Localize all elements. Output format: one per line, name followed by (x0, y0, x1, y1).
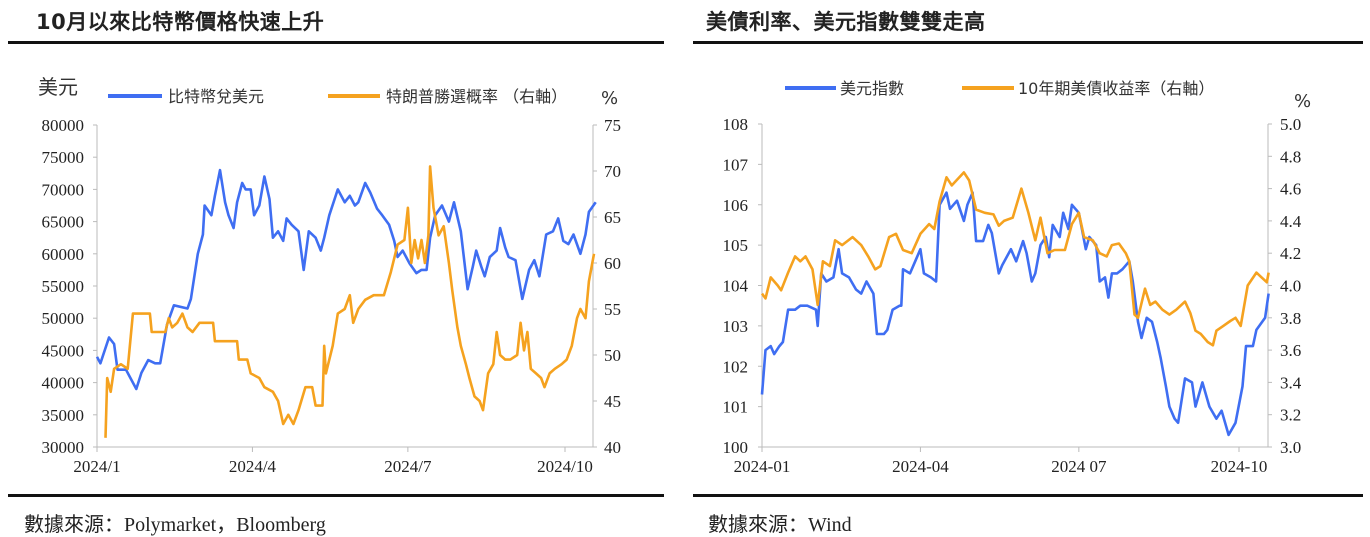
left-y2-tick-label: 60 (604, 254, 621, 273)
right-y-tick-label: 103 (723, 317, 749, 336)
left-y2-tick-label: 45 (604, 392, 621, 411)
left-series-line-1 (104, 165, 596, 438)
right-y-tick-label: 108 (723, 115, 749, 134)
right-y-tick-label: 101 (723, 398, 749, 417)
legend-label-dollar-index: 美元指數 (840, 79, 904, 98)
right-source-note: 數據來源：Wind (708, 514, 852, 536)
right-y-tick-label: 106 (723, 196, 749, 215)
legend-label-trump-probability: 特朗普勝選概率 （右軸） (386, 87, 567, 106)
left-y-tick-label: 65000 (42, 213, 85, 232)
left-y-axis-unit: 美元 (38, 75, 78, 99)
left-y-tick-label: 80000 (42, 116, 85, 135)
right-chart-title: 美債利率、美元指數雙雙走高 (706, 10, 986, 34)
left-y-tick-label: 40000 (42, 374, 85, 393)
left-y-tick-label: 55000 (42, 277, 85, 296)
right-series-line-0 (760, 191, 1270, 437)
right-y-tick-label: 100 (723, 438, 749, 457)
right-y2-tick-label: 4.6 (1280, 180, 1301, 199)
left-chart-title: 10月以來比特幣價格快速上升 (36, 10, 325, 34)
right-series-line-1 (760, 171, 1270, 347)
right-y2-tick-label: 5.0 (1280, 115, 1301, 134)
right-x-tick-label: 2024 07 (1051, 457, 1107, 476)
right-y2-tick-label: 3.4 (1280, 373, 1302, 392)
left-title-rule (8, 41, 664, 44)
left-y2-tick-label: 75 (604, 116, 621, 135)
right-y-tick-label: 105 (723, 236, 749, 255)
left-y2-axis-unit: % (601, 88, 618, 109)
right-title-rule (693, 41, 1363, 44)
right-y2-tick-label: 4.4 (1280, 212, 1302, 231)
right-x-tick-label: 2024-04 (892, 457, 949, 476)
left-x-tick-label: 2024/7 (384, 457, 432, 476)
left-y-tick-label: 60000 (42, 245, 85, 264)
left-series-line-0 (95, 168, 597, 391)
right-y2-tick-label: 4.8 (1280, 147, 1301, 166)
left-y-tick-label: 30000 (42, 438, 85, 457)
left-y-tick-label: 50000 (42, 309, 85, 328)
left-y2-tick-label: 65 (604, 208, 621, 227)
right-y2-tick-label: 3.8 (1280, 309, 1301, 328)
right-y-tick-label: 107 (723, 155, 749, 174)
right-y2-tick-label: 3.6 (1280, 341, 1301, 360)
right-y2-tick-label: 3.2 (1280, 406, 1301, 425)
legend-label-bitcoin: 比特幣兌美元 (168, 87, 264, 106)
left-x-tick-label: 2024/4 (229, 457, 277, 476)
right-y-tick-label: 102 (723, 357, 749, 376)
right-y2-tick-label: 3.0 (1280, 438, 1301, 457)
right-y2-tick-label: 4.2 (1280, 244, 1301, 263)
right-x-tick-label: 2024-10 (1211, 457, 1268, 476)
left-x-tick-label: 2024/1 (73, 457, 120, 476)
left-y-tick-label: 45000 (42, 341, 85, 360)
right-bottom-rule (693, 494, 1363, 497)
right-y-tick-label: 104 (723, 277, 749, 296)
left-y2-tick-label: 50 (604, 346, 621, 365)
right-x-tick-label: 2024-01 (734, 457, 791, 476)
left-y2-tick-label: 55 (604, 300, 621, 319)
right-y2-tick-label: 4.0 (1280, 277, 1301, 296)
left-y-tick-label: 35000 (42, 406, 85, 425)
legend-label-10y-yield: 10年期美債收益率（右軸） (1018, 79, 1214, 98)
right-y2-axis-unit: % (1294, 91, 1311, 112)
left-x-tick-label: 2024/10 (537, 457, 593, 476)
left-y-tick-label: 70000 (42, 180, 85, 199)
left-bottom-rule (8, 494, 664, 497)
left-y2-tick-label: 70 (604, 162, 621, 181)
plot-group: 30000 35000 40000 45000 50000 55000 60000 65000… (42, 115, 1302, 476)
left-source-note: 數據來源：Polymarket，Bloomberg (24, 514, 326, 536)
left-y-tick-label: 75000 (42, 148, 85, 167)
left-y2-tick-label: 40 (604, 438, 621, 457)
